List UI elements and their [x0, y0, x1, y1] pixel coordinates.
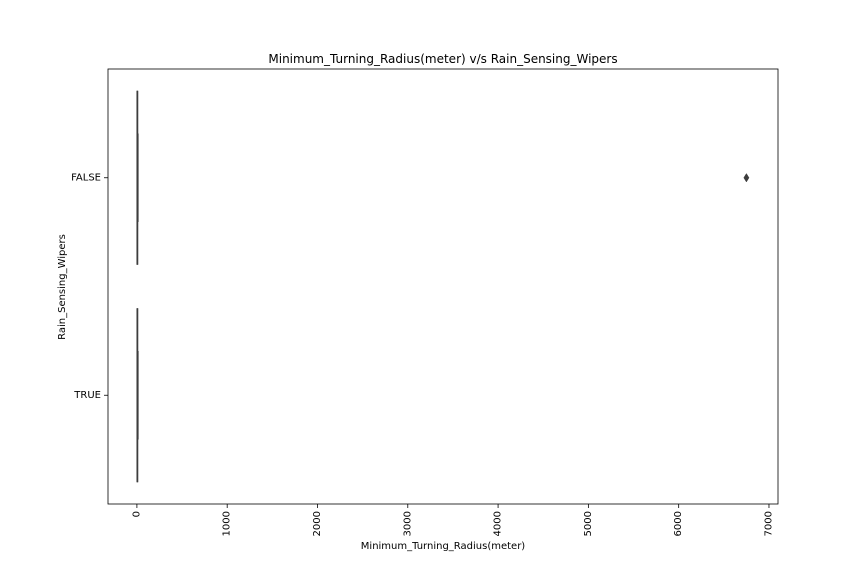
x-tick-label: 1000: [222, 511, 233, 536]
axes-frame: [107, 68, 779, 505]
x-tick-label: 6000: [673, 511, 684, 536]
outlier-point: [743, 173, 750, 183]
plot-area: [136, 90, 750, 483]
box-false: [136, 90, 750, 265]
x-tick-label: 4000: [493, 511, 504, 536]
y-axis: FALSE TRUE: [71, 172, 108, 401]
y-tick-label: FALSE: [71, 172, 101, 183]
x-tick-label: 0: [131, 511, 142, 517]
chart-title: Minimum_Turning_Radius(meter) v/s Rain_S…: [268, 52, 617, 66]
x-tick-label: 3000: [402, 511, 413, 536]
box-true: [136, 308, 139, 483]
x-axis: 0 1000 2000 3000 4000 5000 6000 7000: [131, 504, 774, 536]
x-tick-label: 2000: [312, 511, 323, 536]
y-axis-label: Rain_Sensing_Wipers: [57, 234, 68, 340]
y-tick-label: TRUE: [73, 390, 101, 401]
x-tick-label: 5000: [583, 511, 594, 536]
x-tick-label: 7000: [763, 511, 774, 536]
x-axis-label: Minimum_Turning_Radius(meter): [361, 541, 526, 552]
